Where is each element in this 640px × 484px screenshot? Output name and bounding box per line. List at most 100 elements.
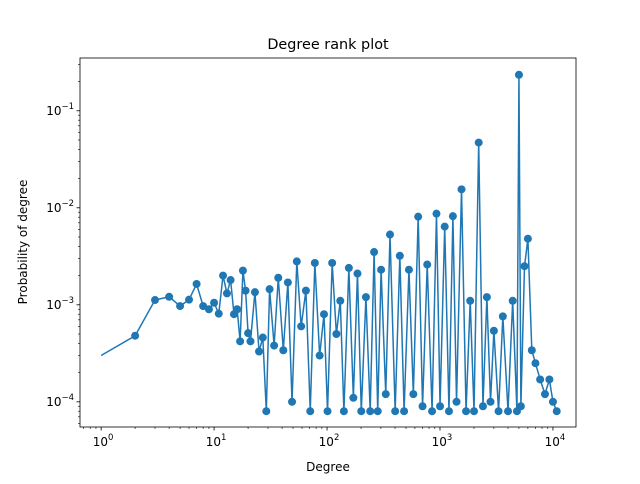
- data-point: [386, 230, 395, 239]
- data-point: [233, 305, 242, 314]
- data-point: [165, 292, 174, 301]
- data-point: [344, 263, 353, 272]
- data-point: [395, 251, 404, 260]
- data-point: [238, 266, 247, 275]
- data-point: [418, 402, 427, 411]
- data-point: [250, 288, 259, 297]
- data-point: [466, 296, 475, 305]
- data-point: [428, 407, 437, 416]
- data-point: [185, 295, 194, 304]
- data-point: [423, 260, 432, 269]
- data-point: [366, 407, 375, 416]
- data-point: [548, 397, 557, 406]
- data-point: [514, 70, 523, 79]
- data-point: [210, 298, 219, 307]
- data-point: [440, 222, 449, 231]
- plot-frame: [79, 57, 577, 428]
- data-point: [349, 393, 358, 402]
- data-point: [214, 309, 223, 318]
- y-tick-label: 10−4: [46, 393, 74, 409]
- y-axis-ticks: 10−4 10−3 10−2 10−1: [46, 64, 80, 424]
- data-point: [444, 407, 453, 416]
- data-point: [226, 276, 235, 285]
- data-point: [339, 407, 348, 416]
- x-tick-label: 100: [93, 433, 114, 449]
- data-point: [265, 285, 274, 294]
- data-point: [315, 351, 324, 360]
- data-point: [462, 407, 471, 416]
- data-point: [274, 273, 283, 282]
- data-point: [436, 402, 445, 411]
- data-point: [498, 312, 507, 321]
- data-point: [448, 212, 457, 221]
- y-tick-label: 10−2: [46, 199, 74, 215]
- data-point: [391, 407, 400, 416]
- data-point: [270, 341, 279, 350]
- data-point: [404, 265, 413, 274]
- data-point: [381, 390, 390, 399]
- data-point: [131, 331, 140, 340]
- data-point: [508, 296, 517, 305]
- data-point: [370, 248, 379, 257]
- data-point: [292, 257, 301, 266]
- chart-title: Degree rank plot: [267, 37, 389, 53]
- data-point: [241, 286, 250, 295]
- x-tick-label: 103: [432, 433, 453, 449]
- data-point: [489, 326, 498, 335]
- data-point: [552, 407, 561, 416]
- data-point: [328, 258, 337, 267]
- data-point: [377, 265, 386, 274]
- x-tick-label: 104: [545, 433, 566, 449]
- data-point: [320, 310, 328, 319]
- data-point: [332, 330, 341, 338]
- data-point: [527, 346, 536, 355]
- data-point: [151, 296, 160, 305]
- data-point: [523, 234, 532, 243]
- data-point: [288, 397, 297, 406]
- series-layer: [100, 70, 561, 416]
- data-point: [432, 209, 441, 218]
- data-point: [219, 271, 228, 280]
- data-point: [255, 347, 264, 356]
- data-point: [279, 346, 288, 355]
- data-point: [283, 278, 292, 287]
- data-point: [258, 333, 267, 342]
- data-point: [457, 185, 466, 194]
- x-tick-label: 101: [206, 433, 227, 449]
- data-point: [486, 397, 495, 406]
- x-axis-label: Degree: [306, 460, 350, 474]
- data-point: [244, 329, 253, 338]
- data-point: [262, 407, 271, 416]
- data-point: [531, 359, 540, 368]
- data-point: [353, 269, 362, 278]
- data-point: [192, 279, 201, 288]
- data-point: [494, 407, 503, 416]
- y-tick-label: 10−1: [46, 102, 74, 118]
- data-point: [310, 258, 319, 267]
- data-point: [301, 286, 310, 295]
- data-point: [516, 402, 525, 411]
- data-point: [246, 337, 255, 346]
- data-point: [545, 375, 554, 384]
- data-point: [409, 390, 418, 399]
- data-point: [222, 289, 231, 298]
- data-point: [306, 407, 315, 416]
- x-axis-ticks: 100 101 102 103 104: [83, 427, 566, 449]
- data-point: [204, 305, 213, 314]
- data-point: [323, 407, 332, 416]
- data-point: [373, 407, 382, 416]
- data-point: [536, 375, 545, 384]
- data-point: [236, 337, 245, 346]
- series-line: [100, 74, 558, 412]
- data-point: [361, 293, 370, 302]
- y-axis-label: Probability of degree: [16, 180, 30, 305]
- data-point: [452, 397, 461, 406]
- data-point: [357, 407, 366, 416]
- data-point: [474, 138, 483, 147]
- data-point: [540, 390, 549, 399]
- data-point: [400, 407, 409, 416]
- data-point: [504, 407, 513, 416]
